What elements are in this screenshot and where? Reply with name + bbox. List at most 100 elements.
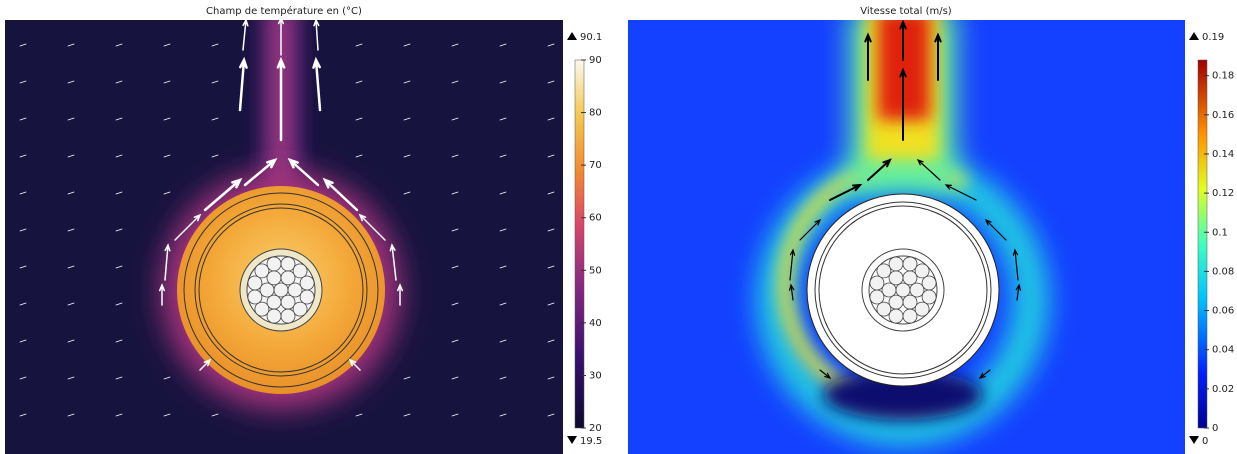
- flow-dash: [115, 228, 123, 232]
- conductor: [287, 282, 303, 298]
- conductor: [299, 289, 315, 305]
- flow-arrow: [238, 56, 248, 112]
- flow-dash: [499, 228, 507, 232]
- conductor: [902, 308, 918, 324]
- colorbar: [1197, 59, 1208, 429]
- colorbar-tick-label: 0.1: [1212, 227, 1228, 238]
- flow-arrow: [916, 158, 941, 181]
- conductor: [299, 275, 315, 291]
- conductor: [888, 256, 904, 272]
- flow-dash: [115, 191, 123, 195]
- conductor: [280, 308, 296, 324]
- flow-arrow: [348, 358, 361, 371]
- flow-arrow: [867, 158, 892, 181]
- flow-arrow: [899, 20, 907, 61]
- flow-dash: [403, 191, 411, 195]
- chart-title: Vitesse total (m/s): [860, 6, 951, 17]
- min-label: 0: [1202, 436, 1208, 447]
- colorbar-tick-label: 40: [589, 318, 602, 329]
- flow-arrow: [322, 177, 359, 212]
- conductor: [259, 282, 275, 298]
- conductor: [280, 270, 296, 286]
- flow-arrow: [312, 56, 322, 112]
- flow-dash: [67, 228, 75, 232]
- flow-dash: [451, 154, 459, 158]
- colorbar-tick-label: 30: [589, 370, 602, 381]
- conductor: [921, 289, 937, 305]
- flow-arrow: [203, 177, 243, 212]
- flow-dash: [211, 43, 219, 47]
- flow-dash: [403, 154, 411, 158]
- flow-dash: [355, 43, 363, 47]
- flow-dash: [499, 117, 507, 121]
- flow-arrow: [199, 358, 212, 371]
- flow-dash: [547, 43, 555, 47]
- flow-dash: [67, 339, 75, 343]
- flow-dash: [67, 191, 75, 195]
- flow-dash: [403, 80, 411, 84]
- colorbar-tick-label: 90: [589, 55, 602, 66]
- flow-dash: [403, 43, 411, 47]
- flow-dash: [115, 339, 123, 343]
- flow-dash: [67, 80, 75, 84]
- conductor: [869, 275, 885, 291]
- flow-arrow: [819, 369, 832, 379]
- max-icon: [567, 32, 577, 40]
- max-label: 90.1: [580, 32, 602, 43]
- min-icon: [567, 436, 577, 444]
- min-icon: [1189, 436, 1199, 444]
- flow-dash: [19, 191, 27, 195]
- conductor: [888, 270, 904, 286]
- flow-dash: [67, 265, 75, 269]
- flow-arrow: [788, 283, 795, 301]
- flow-dash: [163, 191, 171, 195]
- temperature-field: [5, 20, 563, 454]
- flow-dash: [115, 117, 123, 121]
- conductor: [914, 301, 930, 317]
- flow-dash: [403, 413, 411, 417]
- conductor: [292, 301, 308, 317]
- flow-dash: [211, 117, 219, 121]
- flow-arrow: [864, 32, 872, 81]
- flow-dash: [499, 376, 507, 380]
- flow-arrow: [358, 213, 386, 241]
- flow-dash: [547, 376, 555, 380]
- conductor: [909, 282, 925, 298]
- flow-dash: [451, 43, 459, 47]
- flow-arrow: [174, 213, 202, 241]
- conductor: [292, 263, 308, 279]
- conductor: [266, 256, 282, 272]
- colorbar-tick-label: 70: [589, 160, 602, 171]
- flow-dash: [163, 376, 171, 380]
- flow-dash: [499, 43, 507, 47]
- velocity-field: [628, 20, 1185, 454]
- colorbar: [574, 59, 585, 429]
- flow-dash: [547, 154, 555, 158]
- conductor: [266, 308, 282, 324]
- flow-arrow: [789, 248, 796, 281]
- flow-dash: [547, 265, 555, 269]
- colorbar-tick-label: 20: [589, 423, 602, 434]
- flow-dash: [499, 154, 507, 158]
- flow-dash: [547, 413, 555, 417]
- flow-dash: [547, 117, 555, 121]
- flow-dash: [547, 228, 555, 232]
- flow-dash: [211, 413, 219, 417]
- flow-dash: [19, 80, 27, 84]
- colorbar-tick-label: 50: [589, 265, 602, 276]
- conductor: [280, 294, 296, 310]
- flow-arrow: [389, 243, 397, 281]
- flow-dash: [451, 376, 459, 380]
- flow-dash: [451, 80, 459, 84]
- flow-dash: [547, 80, 555, 84]
- flow-arrow: [1015, 283, 1022, 301]
- flow-dash: [355, 413, 363, 417]
- flow-dash: [115, 413, 123, 417]
- colorbar-tick-label: 0.16: [1212, 110, 1234, 121]
- flow-dash: [451, 265, 459, 269]
- flow-dash: [67, 302, 75, 306]
- flow-dash: [115, 302, 123, 306]
- conductor: [869, 289, 885, 305]
- flow-dash: [499, 265, 507, 269]
